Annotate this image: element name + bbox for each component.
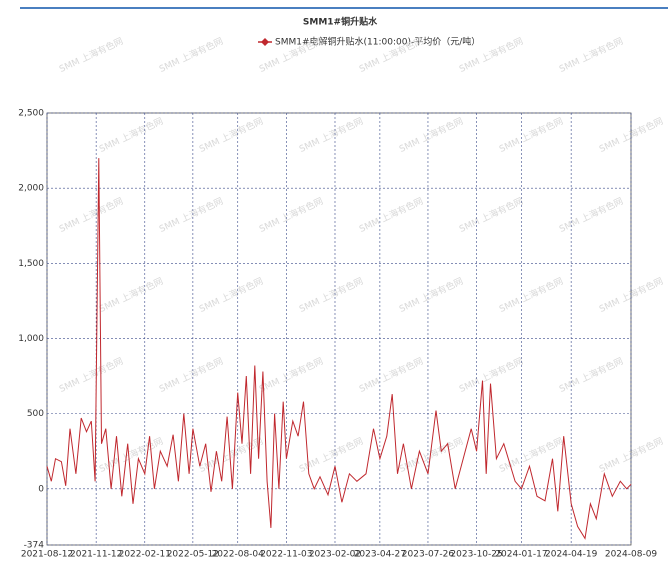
watermark: SMM 上海有色网 — [57, 35, 125, 75]
watermark: SMM 上海有色网 — [257, 195, 325, 235]
x-tick-label: 2021-08-12 — [21, 550, 73, 560]
plot-frame — [46, 112, 632, 546]
watermark: SMM 上海有色网 — [197, 115, 265, 155]
watermark: SMM 上海有色网 — [157, 195, 225, 235]
watermark: SMM 上海有色网 — [197, 275, 265, 315]
watermark: SMM 上海有色网 — [397, 275, 465, 315]
watermark: SMM 上海有色网 — [297, 115, 365, 155]
y-tick-label: -374 — [24, 541, 45, 551]
watermark: SMM 上海有色网 — [97, 435, 165, 475]
y-tick-label: 2,500 — [18, 109, 44, 119]
watermark: SMM 上海有色网 — [497, 115, 565, 155]
x-tick-label: 2024-04-19 — [545, 550, 598, 560]
watermark: SMM 上海有色网 — [157, 35, 225, 75]
y-tick-label: 0 — [38, 484, 44, 494]
x-tick-label: 2023-07-26 — [402, 550, 455, 560]
watermark: SMM 上海有色网 — [557, 355, 625, 395]
x-tick-label: 2021-11-12 — [70, 550, 122, 560]
x-tick-label: 2023-02-02 — [309, 550, 361, 560]
watermark: SMM 上海有色网 — [557, 195, 625, 235]
watermark: SMM 上海有色网 — [57, 195, 125, 235]
x-tick-label: 2022-08-04 — [212, 550, 265, 560]
y-tick-label: 1,000 — [18, 334, 44, 344]
y-tick-label: 500 — [27, 409, 44, 419]
watermark: SMM 上海有色网 — [97, 115, 165, 155]
watermark: SMM 上海有色网 — [457, 195, 525, 235]
legend: SMM1#电解铜升贴水(11:00:00)-平均价（元/吨） — [258, 36, 480, 48]
watermark: SMM 上海有色网 — [57, 355, 125, 395]
x-tick-label: 2022-11-03 — [260, 550, 312, 560]
watermark: SMM 上海有色网 — [357, 355, 425, 395]
watermark: SMM 上海有色网 — [157, 355, 225, 395]
x-tick-label: 2022-05-12 — [167, 550, 219, 560]
watermark: SMM 上海有色网 — [497, 275, 565, 315]
y-tick-label: 2,000 — [18, 184, 44, 194]
series-line — [46, 158, 632, 540]
legend-label: SMM1#电解铜升贴水(11:00:00)-平均价（元/吨） — [275, 36, 480, 48]
legend-marker — [261, 38, 269, 46]
x-tick-label: 2023-10-25 — [450, 550, 502, 560]
watermark: SMM 上海有色网 — [297, 275, 365, 315]
watermark: SMM 上海有色网 — [257, 355, 325, 395]
watermark: SMM 上海有色网 — [557, 35, 625, 75]
watermark: SMM 上海有色网 — [357, 195, 425, 235]
watermark: SMM 上海有色网 — [397, 115, 465, 155]
x-tick-label: 2022-02-11 — [119, 550, 171, 560]
watermark: SMM 上海有色网 — [97, 275, 165, 315]
chart-title: SMM1#铜升贴水 — [303, 16, 378, 28]
x-tick-label: 2024-08-09 — [605, 550, 658, 560]
x-tick-label: 2023-04-27 — [354, 550, 406, 560]
y-tick-label: 1,500 — [18, 259, 44, 269]
x-tick-label: 2024-01-17 — [495, 550, 547, 560]
